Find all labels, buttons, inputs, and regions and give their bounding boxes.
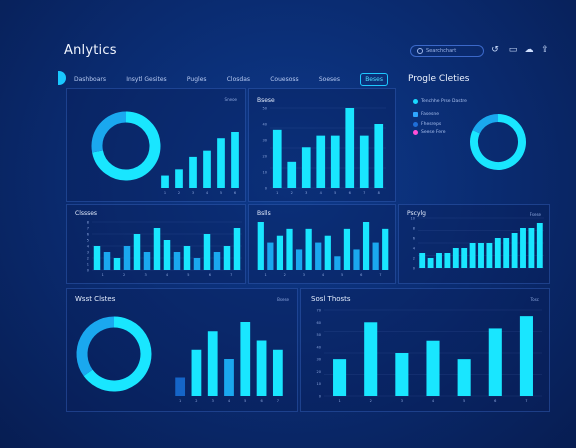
panel-classes: Clssses bbox=[66, 204, 246, 284]
share-icon[interactable]: ⇪ bbox=[541, 45, 549, 55]
legend-label: Tenchhe Prse Dastre bbox=[421, 99, 467, 104]
legend-item: Fhesreps bbox=[413, 122, 441, 127]
panel-title: Wsst Clstes bbox=[75, 295, 116, 303]
refresh-icon[interactable]: ↺ bbox=[491, 45, 499, 55]
legend-label: Fhesreps bbox=[421, 122, 442, 127]
legend-label: Fasesne bbox=[421, 112, 440, 117]
panel-title: Pscylg bbox=[407, 210, 426, 217]
sidebar-toggle[interactable] bbox=[58, 71, 66, 85]
panel-menu-button[interactable]: Fsese bbox=[529, 212, 541, 217]
legend-item: Seese Fere bbox=[413, 130, 446, 135]
panel-social-trends: Sosl Thosts Tosc bbox=[300, 288, 550, 412]
legend-dot bbox=[413, 122, 418, 127]
panel-bars: Bsese bbox=[248, 88, 396, 202]
search-placeholder: Searchchart bbox=[426, 48, 457, 54]
side-title: Progle Cleties bbox=[408, 74, 470, 84]
panel-pscylg: Pscylg Fsese bbox=[398, 204, 550, 284]
panel-overview: Sneoe bbox=[66, 88, 246, 202]
tab-1[interactable]: Insytl Gesites bbox=[126, 76, 167, 83]
legend-dot bbox=[413, 112, 418, 117]
legend-dot bbox=[413, 130, 418, 135]
panel-west-clusters: Wsst Clstes Bsese bbox=[66, 288, 298, 412]
panel-title: Bsese bbox=[257, 97, 275, 104]
tab-3[interactable]: Closdas bbox=[226, 76, 250, 83]
legend-item: Fasesne bbox=[413, 112, 439, 117]
donut-slice bbox=[472, 114, 499, 134]
panel-menu-button[interactable]: Bsese bbox=[277, 297, 289, 302]
tab-bar: Dashboars Insytl Gesites Pugles Closdas … bbox=[66, 72, 396, 87]
panel-title: Sosl Thosts bbox=[311, 295, 351, 303]
cloud-icon[interactable]: ☁ bbox=[524, 45, 534, 55]
tab-5[interactable]: Soeses bbox=[318, 76, 340, 83]
tab-4[interactable]: Couesoss bbox=[270, 76, 299, 83]
panel-bslls: Bslls bbox=[248, 204, 396, 284]
panel-title: Clssses bbox=[75, 210, 98, 217]
panel-menu-button[interactable]: Tosc bbox=[530, 297, 540, 302]
app-title: Anlytics bbox=[64, 43, 117, 58]
panel-menu-button[interactable]: Sneoe bbox=[224, 97, 237, 102]
panel-title: Bslls bbox=[257, 210, 271, 217]
donut-slice bbox=[470, 114, 526, 170]
tab-0[interactable]: Dashboars bbox=[74, 76, 106, 83]
legend-label: Seese Fere bbox=[421, 130, 446, 135]
search-input[interactable]: Searchchart bbox=[410, 45, 484, 57]
tab-2[interactable]: Pugles bbox=[186, 76, 207, 83]
tab-6-active[interactable]: Beses bbox=[360, 73, 388, 86]
legend-item: Tenchhe Prse Dastre bbox=[413, 99, 467, 104]
legend-dot bbox=[413, 99, 418, 104]
search-icon bbox=[417, 48, 423, 54]
folder-icon[interactable]: ▭ bbox=[508, 45, 518, 55]
